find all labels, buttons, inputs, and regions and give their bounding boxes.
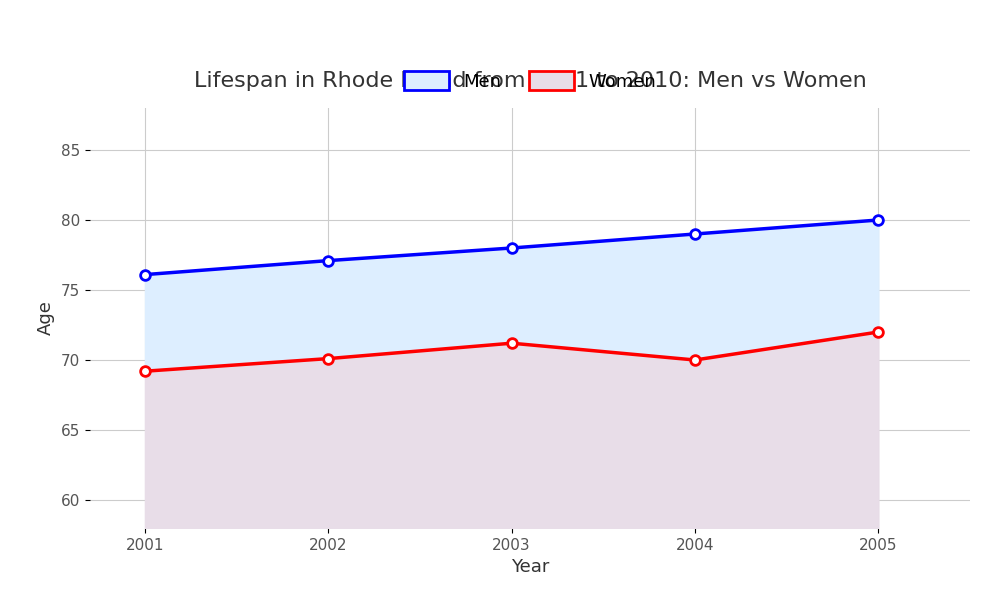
Y-axis label: Age: Age: [37, 301, 55, 335]
X-axis label: Year: Year: [511, 558, 549, 576]
Title: Lifespan in Rhode Island from 1971 to 2010: Men vs Women: Lifespan in Rhode Island from 1971 to 20…: [194, 71, 866, 91]
Legend: Men, Women: Men, Women: [395, 62, 665, 100]
